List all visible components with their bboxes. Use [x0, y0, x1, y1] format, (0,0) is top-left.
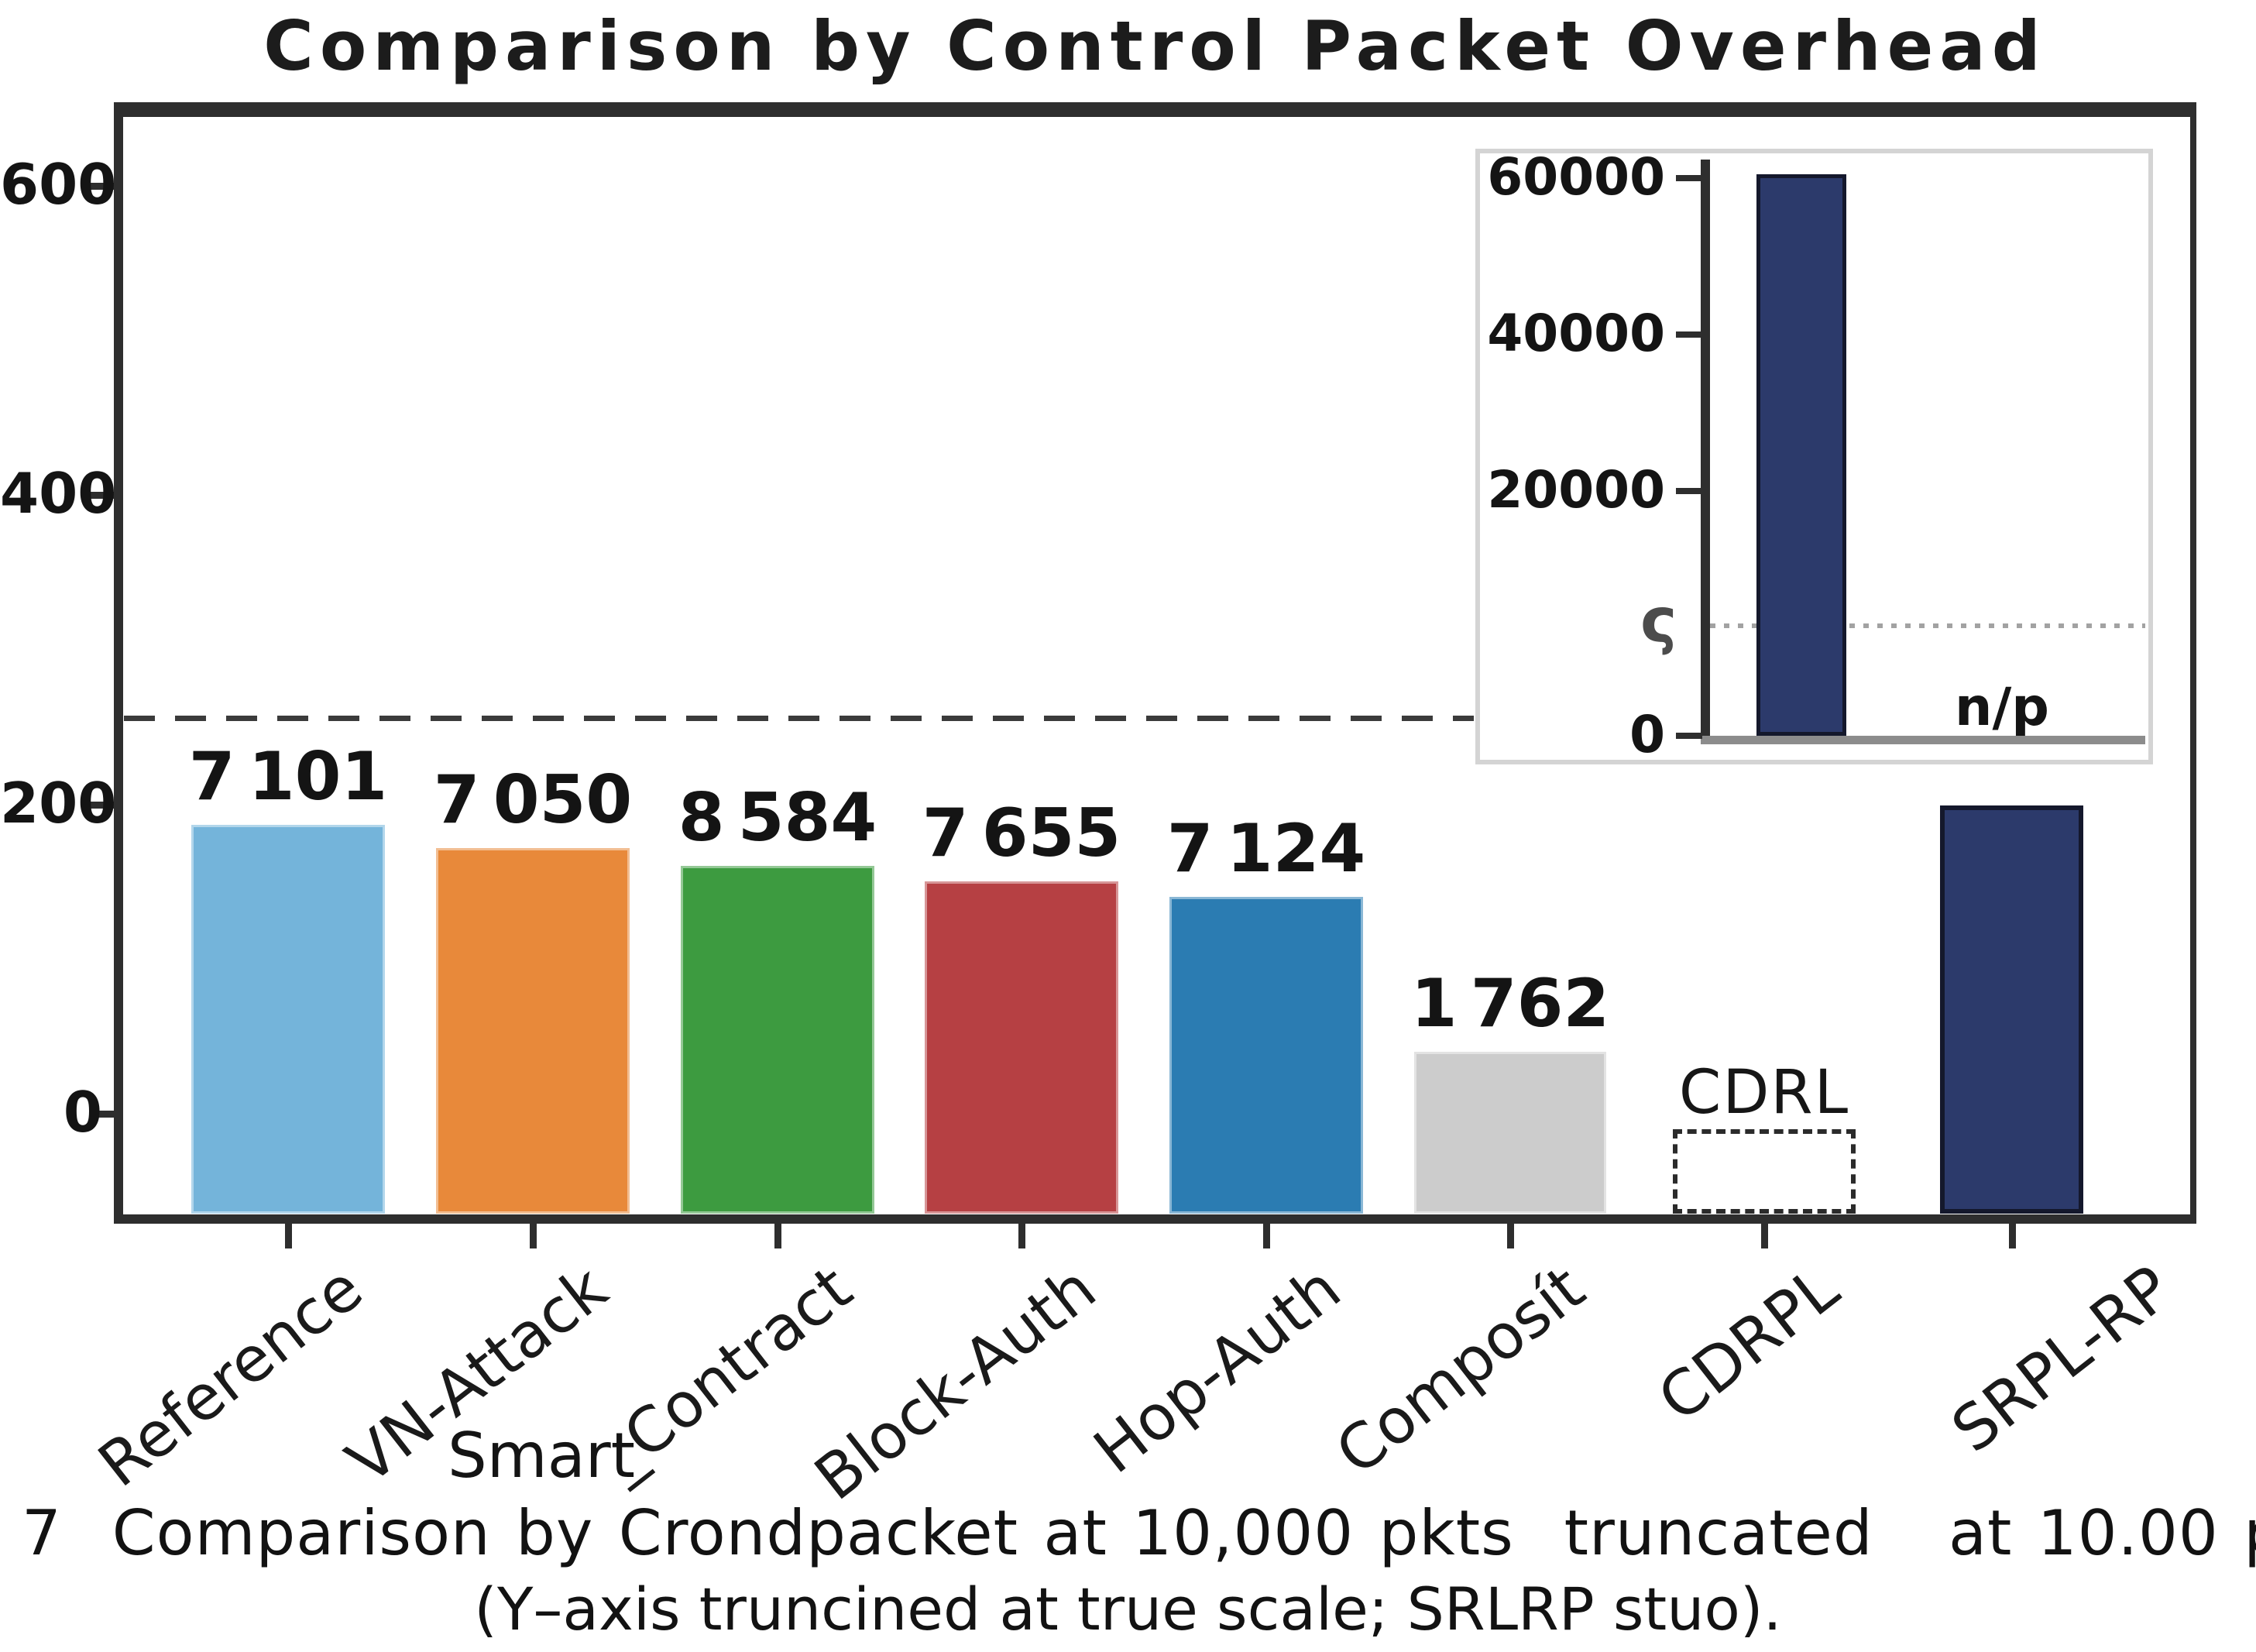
x-axis-tick [285, 1224, 292, 1248]
inset-x-axis [1701, 736, 2145, 744]
bar-hop-auth [1169, 897, 1363, 1214]
bar-value-reference: 7 101 [188, 738, 388, 816]
y-axis-tick [90, 1111, 118, 1118]
caption-line-1: 7 Comparison by Crondpacket at 10,000 pk… [22, 1497, 2256, 1569]
bar-srpl-rp [1940, 805, 2083, 1214]
bar-value-block-auth: 7 655 [922, 795, 1121, 872]
chart-title: Comparison by Control Packet Overhead [263, 6, 2047, 86]
x-axis-tick [1507, 1224, 1514, 1248]
x-axis-tick [2008, 1224, 2016, 1248]
bar-cdrpl [1673, 1129, 1856, 1214]
x-label-horizontal-smart-contract: Smart [448, 1420, 635, 1492]
bar-reference [191, 825, 385, 1214]
inset-axis-break-symbol: ς [1640, 585, 1677, 657]
caption-line-2: (Y–axis truncined at true scale; SRLRP s… [474, 1575, 1782, 1643]
inset-y-tick [1676, 733, 1702, 739]
inset-y-tick [1676, 175, 1702, 181]
inset-y-tick [1676, 488, 1702, 494]
bar-value-vn-attack: 7 050 [433, 761, 633, 839]
inset-bar-srpl-rp [1756, 174, 1846, 736]
inset-y-tick [1676, 331, 1702, 338]
x-axis-tick [530, 1224, 537, 1248]
bar-value-compos-t: 1 762 [1410, 965, 1610, 1042]
cdrl-annotation: CDRL [1678, 1058, 1850, 1128]
inset-y-axis [1701, 160, 1710, 744]
inset-dotted-line [1710, 623, 2145, 628]
y-axis-tick-label: 200 [0, 771, 117, 836]
y-axis-tick [90, 802, 118, 809]
inset-na-label: n/p [1955, 677, 2049, 738]
y-axis-tick-label: 600 [0, 152, 117, 217]
y-axis-tick-label: 400 [0, 461, 117, 526]
y-axis-tick-label: 0 [63, 1080, 102, 1145]
y-axis-tick [90, 183, 118, 190]
inset-y-tick-label: 20000 [1487, 460, 1665, 520]
inset-y-tick-label: 60000 [1487, 147, 1665, 207]
bar-value-hop-auth: 7 124 [1166, 810, 1366, 888]
bar-smart-contract [681, 866, 874, 1214]
x-axis-tick [1018, 1224, 1025, 1248]
bar-vn-attack [436, 848, 630, 1214]
bar-block-auth [925, 881, 1118, 1214]
x-axis-tick [774, 1224, 781, 1248]
x-axis-tick [1761, 1224, 1768, 1248]
inset-y-tick-label: 0 [1629, 705, 1665, 764]
bar-value-smart-contract: 8 584 [678, 779, 877, 857]
inset-y-tick-label: 40000 [1487, 304, 1665, 363]
x-axis-tick [1263, 1224, 1270, 1248]
y-axis-tick [90, 492, 118, 499]
reference-dashed-line [124, 716, 1474, 721]
bar-compos-t [1414, 1052, 1606, 1214]
